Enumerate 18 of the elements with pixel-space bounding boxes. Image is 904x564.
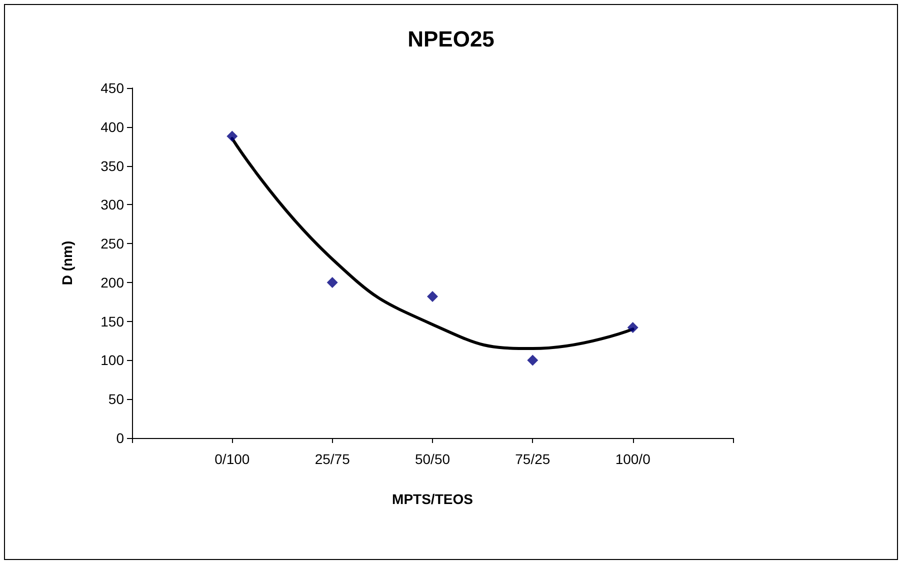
x-tick-label: 25/75 bbox=[314, 451, 350, 467]
y-axis-title: D (nm) bbox=[59, 240, 75, 286]
y-tick-label: 200 bbox=[100, 274, 124, 290]
y-tick-label: 450 bbox=[100, 80, 124, 96]
x-axis-title: MPTS/TEOS bbox=[392, 491, 473, 507]
y-tick-label: 50 bbox=[108, 391, 124, 408]
chart-title: NPEO25 bbox=[408, 26, 494, 52]
x-tick-label: 100/0 bbox=[615, 451, 651, 467]
x-tick-label: 75/25 bbox=[515, 451, 550, 467]
x-tick-label: 0/100 bbox=[214, 451, 250, 467]
x-tick-label: 50/50 bbox=[414, 451, 450, 467]
y-tick-label: 0 bbox=[116, 430, 124, 446]
y-tick-label: 250 bbox=[100, 236, 124, 252]
y-tick-label: 300 bbox=[100, 196, 124, 213]
y-tick-label: 400 bbox=[100, 118, 124, 135]
y-tick-label: 100 bbox=[100, 352, 124, 368]
y-tick-label: 150 bbox=[100, 313, 124, 330]
y-tick-label: 350 bbox=[100, 158, 124, 174]
